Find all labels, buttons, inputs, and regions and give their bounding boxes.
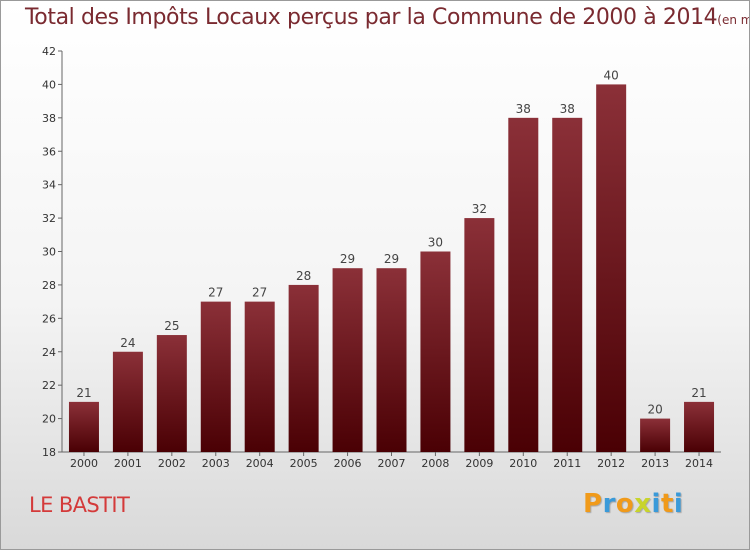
y-tick-label: 24 [42,346,56,359]
bar-value-label: 20 [647,403,662,417]
logo-letter: r [602,489,616,519]
bar [156,335,187,452]
x-tick-label: 2002 [158,457,186,470]
bar [288,284,319,452]
y-tick-label: 36 [42,145,56,158]
x-tick-label: 2006 [334,457,362,470]
bar-value-label: 27 [208,286,223,300]
y-tick-label: 22 [42,379,56,392]
bar-value-label: 21 [691,386,706,400]
chart-title: Total des Impôts Locaux perçus par la Co… [25,5,749,30]
y-tick-label: 26 [42,312,56,325]
logo-letter: P [583,489,603,519]
bar [508,117,539,452]
y-tick-label: 32 [42,212,56,225]
y-tick-label: 38 [42,112,56,125]
x-tick-label: 2012 [597,457,625,470]
y-tick-label: 20 [42,413,56,426]
x-tick-label: 2013 [641,457,669,470]
y-tick-label: 34 [42,179,56,192]
bar [332,268,363,452]
bar [684,401,715,452]
y-tick-label: 28 [42,279,56,292]
logo-letter: t [660,489,674,519]
y-tick-label: 18 [42,446,56,459]
bar-value-label: 38 [560,102,575,116]
bar-value-label: 28 [296,269,311,283]
bar [244,301,275,452]
bar-value-label: 29 [384,252,399,266]
bar [200,301,231,452]
bar-value-label: 29 [340,252,355,266]
bar [420,251,451,452]
x-tick-label: 2010 [509,457,537,470]
bar-value-label: 40 [604,68,619,82]
x-tick-label: 2001 [114,457,142,470]
bar [640,418,671,452]
x-tick-label: 2003 [202,457,230,470]
bar-value-label: 21 [76,386,91,400]
bar [376,268,407,452]
x-tick-label: 2014 [685,457,713,470]
logo-letter: o [615,489,635,519]
bar [552,117,583,452]
logo-letter: i [673,489,684,519]
chart-title-text: Total des Impôts Locaux perçus par la Co… [25,5,718,30]
bar-value-label: 32 [472,202,487,216]
x-tick-label: 2004 [246,457,274,470]
chart-unit-label: (en milliers d'€) [717,13,749,27]
x-tick-label: 2008 [421,457,449,470]
x-tick-label: 2009 [465,457,493,470]
x-tick-label: 2000 [70,457,98,470]
bar-value-label: 24 [120,336,135,350]
logo-letter: x [634,489,652,519]
bar [68,401,99,452]
x-tick-label: 2007 [378,457,406,470]
bar [464,218,495,452]
bar-value-label: 38 [516,102,531,116]
bar-value-label: 27 [252,286,267,300]
y-tick-label: 42 [42,45,56,58]
bar-value-label: 25 [164,319,179,333]
x-tick-label: 2005 [290,457,318,470]
bar-value-label: 30 [428,236,443,250]
commune-name: LE BASTIT [29,493,130,517]
y-tick-label: 30 [42,246,56,259]
x-tick-label: 2011 [553,457,581,470]
bar [596,84,627,453]
bar [112,351,143,452]
proxiti-logo[interactable]: Proxiti [583,489,683,519]
logo-letter: i [651,489,661,519]
y-tick-label: 40 [42,78,56,91]
